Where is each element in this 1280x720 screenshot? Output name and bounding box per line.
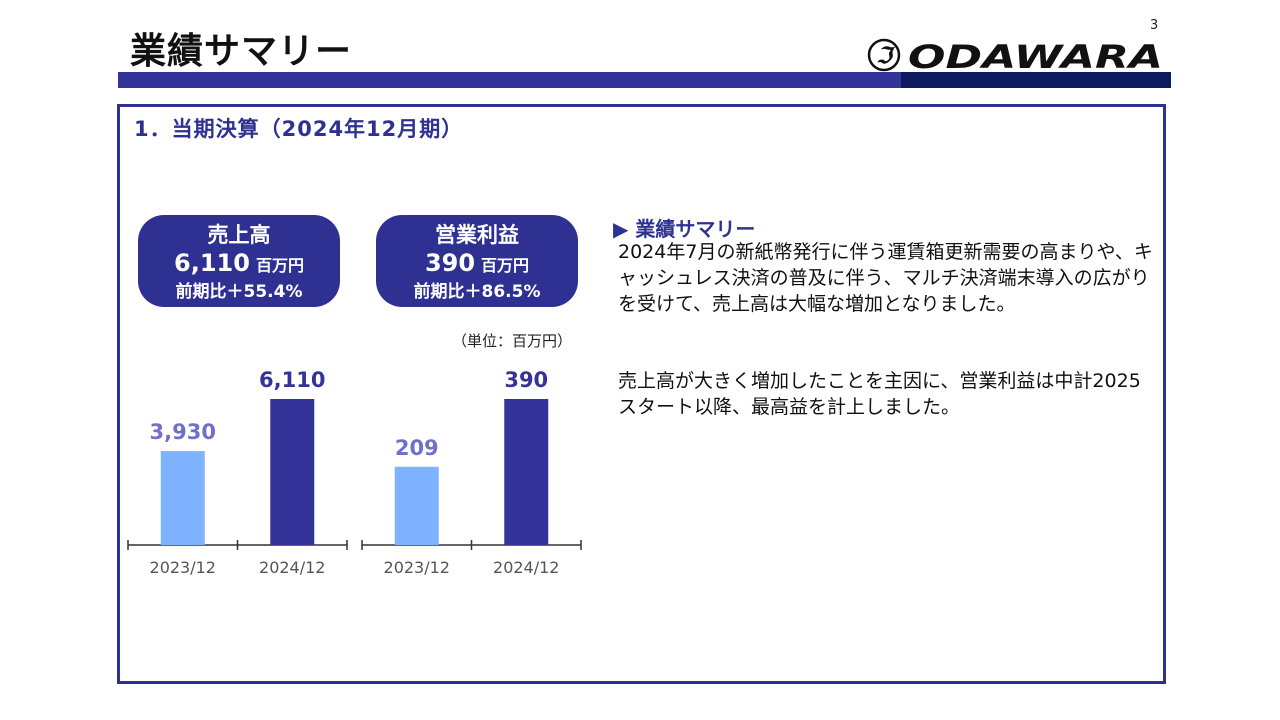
- page-number: 3: [1150, 18, 1159, 33]
- summary-heading: ▶ 業績サマリー: [613, 217, 756, 241]
- kpi-unit: 百万円: [481, 256, 530, 275]
- content-frame: [117, 104, 1166, 684]
- company-logo: ℑ ODAWARA: [867, 38, 1163, 72]
- summary-paragraph-2: 売上高が大きく増加したことを主因に、営業利益は中計2025スタート以降、最高益を…: [618, 370, 1141, 418]
- kpi-growth: 前期比＋86.5%: [413, 282, 541, 302]
- kpi-label: 営業利益: [435, 223, 519, 247]
- category-label: 2024/12: [259, 558, 325, 577]
- summary-paragraph-1: 2024年7月の新紙幣発行に伴う運賃箱更新需要の高まりや、キャッシュレス決済の普…: [618, 241, 1153, 315]
- kpi-label: 売上高: [207, 223, 271, 247]
- chart-bar: [504, 399, 549, 545]
- kpi-value: 6,110: [174, 249, 250, 277]
- chart-bar: [160, 451, 205, 545]
- chart-bar: [270, 399, 315, 545]
- unit-note: （単位：百万円）: [452, 332, 573, 350]
- logo-mark-icon: [867, 38, 901, 72]
- logo-mark-glyph: ℑ: [876, 43, 895, 69]
- kpi-card-operating-profit: 営業利益 390 百万円 前期比＋86.5%: [376, 215, 578, 307]
- data-label: 6,110: [259, 368, 325, 392]
- category-label: 2023/12: [384, 558, 450, 577]
- title-underline-bar: [118, 72, 1171, 88]
- data-label: 390: [504, 368, 548, 392]
- category-label: 2023/12: [150, 558, 216, 577]
- chart-bar: [394, 466, 439, 545]
- kpi-unit: 百万円: [255, 256, 304, 275]
- section-title: 1．当期決算（2024年12月期）: [134, 117, 464, 141]
- category-label: 2024/12: [493, 558, 559, 577]
- logo-text: ODAWARA: [908, 38, 1163, 72]
- kpi-growth: 前期比＋55.4%: [175, 282, 303, 302]
- data-label: 209: [395, 436, 439, 460]
- kpi-value: 390: [424, 249, 476, 277]
- page-title: 業績サマリー: [130, 31, 353, 72]
- kpi-card-sales: 売上高 6,110 百万円 前期比＋55.4%: [138, 215, 340, 307]
- title-underline-accent: [901, 72, 1171, 88]
- data-label: 3,930: [150, 420, 216, 444]
